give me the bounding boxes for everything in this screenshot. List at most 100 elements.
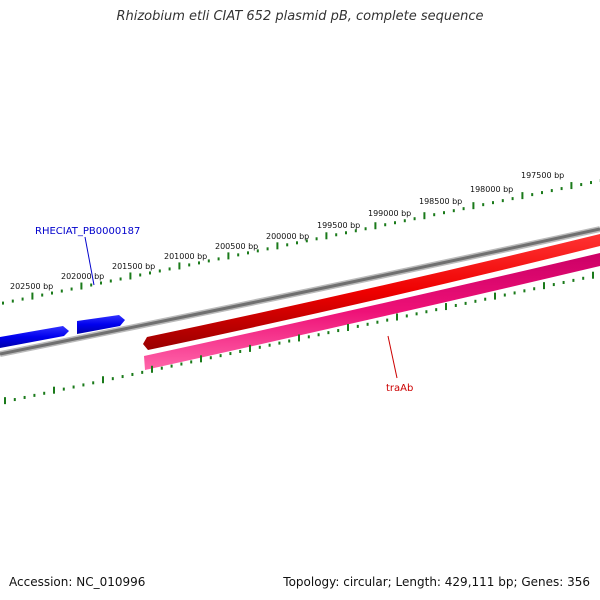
minor-tick <box>219 354 222 358</box>
major-tick <box>396 313 398 321</box>
gene-label-rheciat[interactable]: RHECIAT_PB0000187 <box>35 226 140 237</box>
minor-tick <box>541 191 543 195</box>
minor-tick <box>317 333 320 337</box>
tick-label: 202000 bp <box>61 272 104 281</box>
minor-tick <box>168 267 171 271</box>
outer-tick-scale <box>2 179 600 305</box>
minor-tick <box>268 343 271 347</box>
tick-label: 199500 bp <box>317 221 360 230</box>
minor-tick <box>503 293 506 297</box>
minor-tick <box>337 329 340 333</box>
tick-label: 198500 bp <box>419 197 462 206</box>
minor-tick <box>111 377 114 381</box>
minor-tick <box>100 281 102 285</box>
major-tick <box>276 242 279 250</box>
minor-tick <box>256 249 259 253</box>
minor-tick <box>82 383 85 387</box>
gene-label-trab[interactable]: traAb <box>386 383 413 394</box>
major-tick <box>151 365 153 373</box>
minor-tick <box>92 381 95 385</box>
minor-tick <box>217 257 220 261</box>
minor-tick <box>278 341 281 345</box>
minor-tick <box>237 253 240 257</box>
minor-tick <box>60 289 63 293</box>
major-tick <box>592 271 594 279</box>
minor-tick <box>364 227 367 231</box>
tick-label: 200000 bp <box>266 232 309 241</box>
minor-tick <box>523 289 526 293</box>
leader-line-rheciat <box>84 236 95 286</box>
minor-tick <box>43 391 46 395</box>
major-tick <box>102 376 104 384</box>
minor-tick <box>23 395 26 399</box>
backbone-arc-core <box>0 227 600 356</box>
minor-tick <box>511 197 514 201</box>
minor-tick <box>415 312 418 316</box>
major-tick <box>472 202 475 210</box>
minor-tick <box>433 213 436 217</box>
minor-tick <box>315 237 318 241</box>
tick-label: 201500 bp <box>112 262 155 271</box>
minor-tick <box>119 277 122 281</box>
minor-tick <box>560 187 563 191</box>
minor-tick <box>327 331 330 335</box>
minor-tick <box>376 320 379 324</box>
minor-tick <box>139 273 142 277</box>
minor-tick <box>413 217 416 221</box>
minor-tick <box>405 314 408 318</box>
minor-tick <box>141 370 144 374</box>
minor-tick <box>160 366 163 370</box>
major-tick <box>298 334 300 342</box>
tick-labels: 202500 bp 202000 bp 201500 bp 201000 bp 2005… <box>10 171 564 291</box>
major-tick <box>347 323 349 331</box>
minor-tick <box>513 291 516 295</box>
major-tick <box>570 182 573 190</box>
tick-label: 201000 bp <box>164 252 207 261</box>
minor-tick <box>366 322 369 326</box>
minor-tick <box>403 219 406 223</box>
minor-tick <box>11 299 14 303</box>
minor-tick <box>21 297 24 301</box>
forward-gene-arrow[interactable] <box>77 315 125 334</box>
minor-tick <box>307 335 310 339</box>
minor-tick <box>131 372 134 376</box>
major-tick <box>445 303 447 311</box>
trab-gene-bar[interactable] <box>144 253 600 370</box>
minor-tick <box>62 387 65 391</box>
minor-tick <box>484 297 487 301</box>
minor-tick <box>345 231 347 235</box>
minor-tick <box>190 360 193 364</box>
minor-tick <box>33 393 36 397</box>
forward-gene-arrow[interactable] <box>0 326 69 348</box>
minor-tick <box>266 247 269 251</box>
minor-tick <box>2 301 4 305</box>
accession-text: Accession: NC_010996 <box>9 575 146 589</box>
minor-tick <box>180 362 183 366</box>
major-tick <box>521 192 524 200</box>
minor-tick <box>580 183 583 187</box>
major-tick <box>4 397 6 405</box>
minor-tick <box>354 229 357 233</box>
minor-tick <box>51 291 53 295</box>
minor-tick <box>229 352 232 356</box>
minor-tick <box>70 287 73 291</box>
minor-tick <box>296 241 298 245</box>
minor-tick <box>356 324 359 328</box>
tick-label: 197500 bp <box>521 171 564 180</box>
minor-tick <box>158 269 161 273</box>
major-tick <box>423 212 426 220</box>
leader-line-trab <box>387 335 398 379</box>
trab-cds-arrow[interactable] <box>143 234 600 350</box>
major-tick <box>31 292 34 300</box>
tick-label: 200500 bp <box>215 242 258 251</box>
minor-tick <box>149 271 151 275</box>
minor-tick <box>462 207 465 211</box>
major-tick <box>178 262 181 270</box>
minor-tick <box>552 283 555 287</box>
minor-tick <box>572 278 575 282</box>
major-tick <box>227 252 230 260</box>
minor-tick <box>247 251 249 255</box>
minor-tick <box>109 279 112 283</box>
minor-tick <box>90 283 93 287</box>
